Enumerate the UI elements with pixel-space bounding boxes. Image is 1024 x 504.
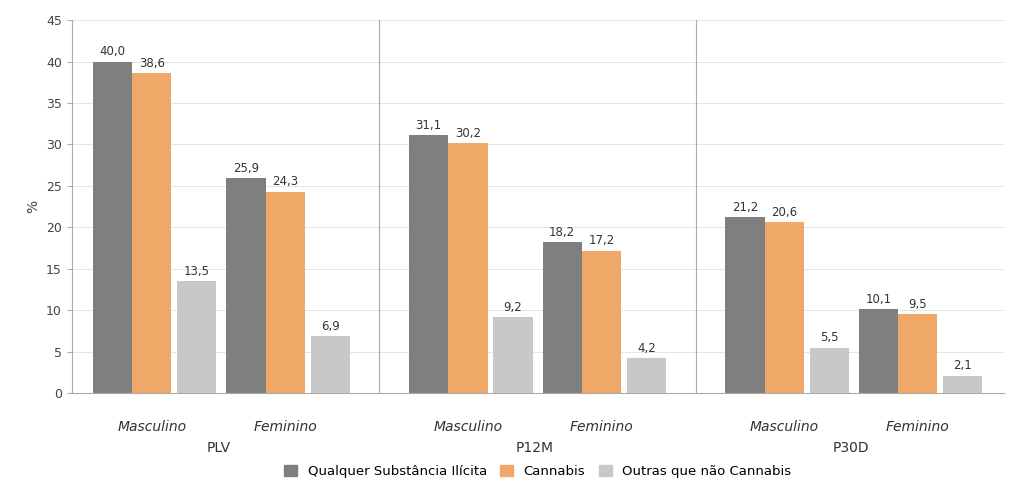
Text: 38,6: 38,6 — [139, 57, 165, 70]
Text: Feminino: Feminino — [886, 420, 949, 433]
Bar — [725, 217, 765, 393]
Bar — [310, 336, 350, 393]
Bar — [627, 358, 667, 393]
Text: P12M: P12M — [516, 441, 554, 455]
Text: 18,2: 18,2 — [549, 226, 575, 239]
Text: Feminino: Feminino — [569, 420, 634, 433]
Text: 21,2: 21,2 — [732, 201, 758, 214]
Text: 2,1: 2,1 — [953, 359, 972, 372]
Text: Masculino: Masculino — [750, 420, 819, 433]
Text: 10,1: 10,1 — [865, 293, 892, 306]
Text: Masculino: Masculino — [117, 420, 186, 433]
Bar — [132, 73, 171, 393]
Bar — [409, 136, 449, 393]
Text: 30,2: 30,2 — [455, 127, 481, 140]
Bar — [93, 61, 132, 393]
Text: 9,2: 9,2 — [504, 300, 522, 313]
Text: 4,2: 4,2 — [637, 342, 656, 355]
Text: 31,1: 31,1 — [416, 119, 441, 132]
Text: 9,5: 9,5 — [908, 298, 927, 311]
Bar — [943, 375, 982, 393]
Text: 17,2: 17,2 — [589, 234, 614, 247]
Bar — [859, 309, 898, 393]
Legend: Qualquer Substância Ilícita, Cannabis, Outras que não Cannabis: Qualquer Substância Ilícita, Cannabis, O… — [279, 460, 797, 483]
Text: 6,9: 6,9 — [321, 320, 340, 333]
Bar — [765, 222, 804, 393]
Bar — [810, 348, 849, 393]
Bar — [177, 281, 216, 393]
Bar — [494, 317, 532, 393]
Bar — [543, 242, 582, 393]
Bar — [582, 250, 622, 393]
Text: 24,3: 24,3 — [272, 175, 298, 188]
Text: PLV: PLV — [207, 441, 230, 455]
Text: P30D: P30D — [833, 441, 869, 455]
Text: 5,5: 5,5 — [820, 331, 839, 344]
Text: 25,9: 25,9 — [232, 162, 259, 175]
Text: 40,0: 40,0 — [99, 45, 125, 58]
Text: 13,5: 13,5 — [183, 265, 210, 278]
Bar — [898, 314, 937, 393]
Text: Feminino: Feminino — [253, 420, 317, 433]
Text: Masculino: Masculino — [433, 420, 503, 433]
Y-axis label: %: % — [27, 200, 41, 213]
Bar — [226, 178, 265, 393]
Text: 20,6: 20,6 — [771, 206, 798, 219]
Bar — [449, 143, 487, 393]
Bar — [265, 192, 305, 393]
